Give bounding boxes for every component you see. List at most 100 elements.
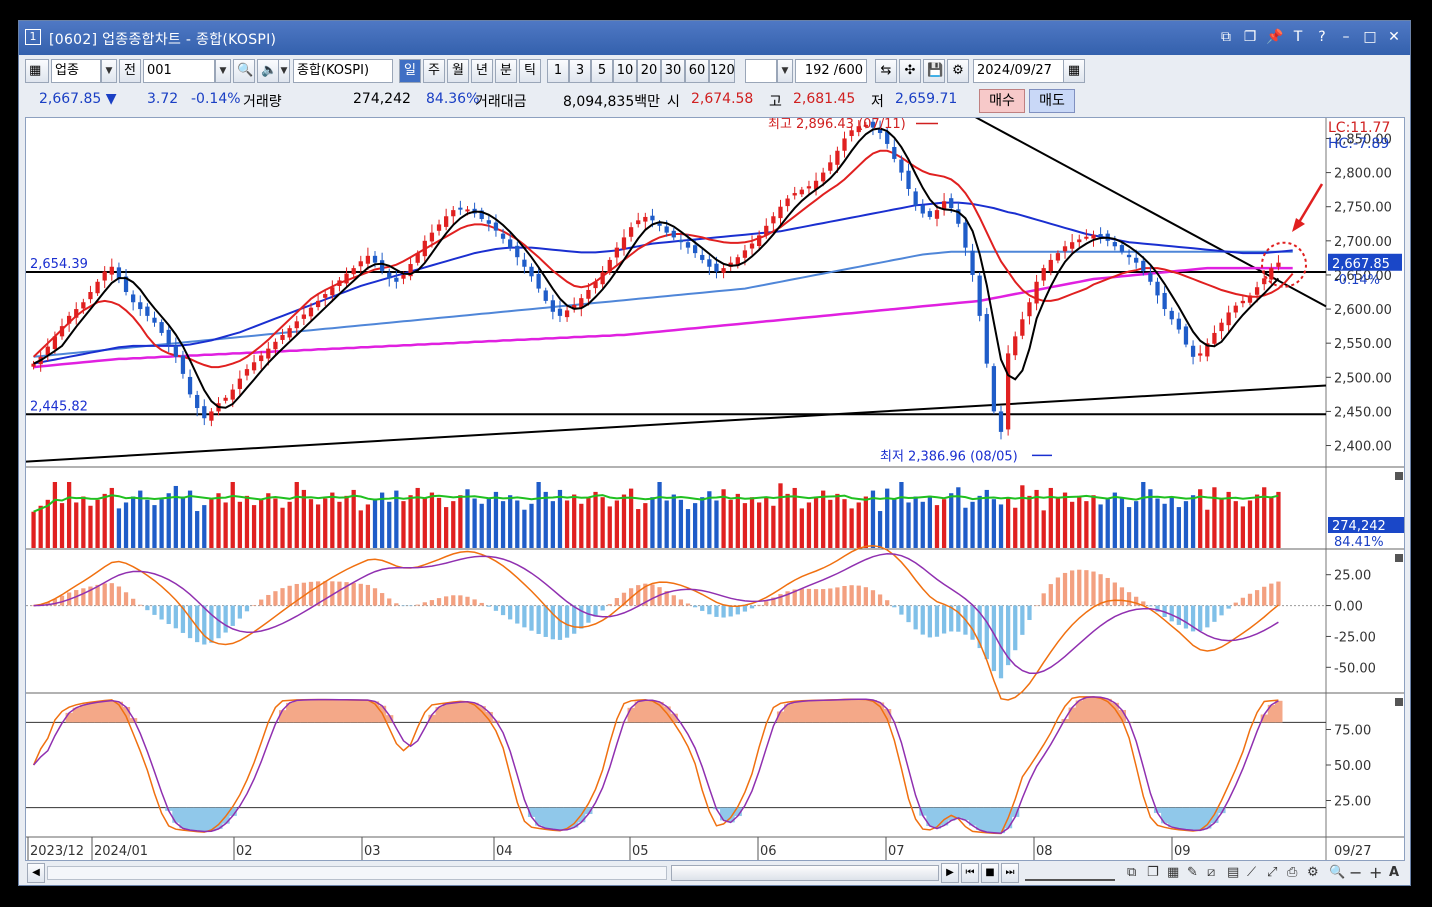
period-2-button[interactable]: 월 [447,59,469,83]
zoom-out-icon[interactable]: − [1349,863,1363,882]
font-icon[interactable]: T [1293,29,1303,45]
grid-icon[interactable]: ▦ [1167,865,1180,880]
fullscreen-icon[interactable]: ⤢ [1267,865,1278,880]
interval-5-button[interactable]: 5 [591,59,613,83]
volume-bar [1148,489,1153,548]
candle-body [1247,295,1253,303]
interval-20-button[interactable]: 20 [637,59,661,83]
stoch-overbought-fill [371,701,380,723]
candle-body [1190,345,1196,357]
copy-icon[interactable]: ⧉ [1127,865,1137,880]
period-1-button[interactable]: 주 [423,59,445,83]
scroll-right-icon[interactable]: ▶ [941,863,959,883]
candle-body [116,267,122,279]
prev-button[interactable]: 전 [119,59,141,83]
market-select[interactable]: 업종 [51,59,101,83]
table-icon[interactable]: ▤ [1227,865,1240,880]
split-icon[interactable]: ⧄ [1207,865,1216,880]
period-5-button[interactable]: 틱 [519,59,541,83]
macd-hist-bar [1027,605,1032,620]
volume-bar [579,503,584,548]
duplicate-icon[interactable]: ❐ [1147,865,1159,880]
period-0-button[interactable]: 일 [399,59,421,83]
print-icon[interactable]: ⎙ [1287,865,1298,880]
pin-icon[interactable]: 📌 [1266,29,1284,45]
volume-bar [202,505,207,548]
config-icon[interactable]: ⚙ [1307,865,1319,880]
fast-forward-icon[interactable]: ⏭ [1001,863,1019,883]
macd-hist-bar [749,605,755,609]
stoch-fills [65,696,1283,834]
minimize-icon[interactable]: – [1342,29,1350,45]
ma20-line [32,149,1294,369]
font-size-icon[interactable]: A [1389,865,1400,880]
title-bar[interactable]: 1 [0602] 업종종합차트 - 종합(KOSPI) ⧉ ❐ 📌 T ? – … [19,21,1410,55]
price-tick-label: 2,500.00 [1334,371,1392,386]
copy-window-icon[interactable]: ❐ [1243,29,1257,45]
search-icon[interactable]: 🔍 [233,59,255,83]
speaker-dropdown-icon[interactable]: ▼ [278,59,290,83]
candle-body [422,240,427,257]
macd-hist-bar [956,605,961,632]
interval-3-button[interactable]: 3 [569,59,591,83]
interval-30-button[interactable]: 30 [661,59,685,83]
count-field[interactable]: 192 /600 [795,59,867,83]
line-tool-icon[interactable]: ⟋ [1247,865,1257,880]
scroll-thumb[interactable] [671,865,939,881]
zoom-slider[interactable] [1025,867,1115,881]
candle-body [66,315,72,324]
restore-tile-icon[interactable]: ⧉ [1221,29,1231,45]
help-icon[interactable]: ? [1318,29,1326,45]
candle-body [700,254,705,260]
stoch-oversold-fill [947,807,956,821]
zoom-in-icon[interactable]: + [1369,863,1383,882]
zoom-bars-icon[interactable]: ⇆ [875,59,897,83]
blank-interval-field[interactable] [745,59,777,83]
stoch-overbought-fill [300,699,308,723]
name-field[interactable]: 종합(KOSPI) [293,59,393,83]
candle-body [678,239,684,243]
zoom-icon[interactable]: 🔍 [1329,865,1346,880]
maximize-icon[interactable]: □ [1363,29,1377,45]
period-4-button[interactable]: 분 [495,59,517,83]
interval-1-button[interactable]: 1 [547,59,569,83]
close-icon[interactable]: ✕ [1388,29,1400,45]
interval-120-button[interactable]: 120 [709,59,735,83]
scroll-track[interactable] [47,866,667,880]
macd-hist-bar [244,605,250,612]
scroll-left-icon[interactable]: ◀ [27,863,45,883]
interval-dropdown-icon[interactable]: ▼ [777,59,793,83]
chart-area[interactable]: 2,850.00 2,800.00 2,750.00 2,700.00 2,650.00… [25,117,1405,861]
buy-button[interactable]: 매수 [979,89,1025,113]
crosshair-icon[interactable]: ✣ [899,59,921,83]
period-3-button[interactable]: 년 [471,59,493,83]
sell-button[interactable]: 매도 [1029,89,1075,113]
high-value: 2,681.45 [793,91,856,107]
volume-ma-line [33,494,1279,513]
date-field[interactable]: 2024/09/27 [973,59,1065,83]
volume-bar [365,504,371,548]
macd-hist-bar [1112,582,1117,606]
macd-hist-bar [1005,605,1011,666]
market-dropdown-icon[interactable]: ▼ [101,59,117,83]
volume-bar [664,500,669,548]
chart-type-icon[interactable]: ▦ [25,59,49,83]
code-dropdown-icon[interactable]: ▼ [215,59,231,83]
chart-canvas[interactable]: 2,850.00 2,800.00 2,750.00 2,700.00 2,650.00… [26,118,1404,860]
stoch-overbought-fill [848,699,856,723]
calendar-icon[interactable]: ▦ [1063,59,1085,83]
code-input[interactable]: 001 [143,59,215,83]
edit-icon[interactable]: ✎ [1187,865,1198,880]
stop-icon[interactable]: ■ [981,863,999,883]
volume-bar [821,490,826,548]
settings-icon[interactable]: ⚙ [947,59,969,83]
save-icon[interactable]: 💾 [923,59,945,83]
speaker-icon[interactable]: 🔈 [257,59,279,83]
interval-10-button[interactable]: 10 [613,59,637,83]
interval-60-button[interactable]: 60 [685,59,709,83]
rewind-icon[interactable]: ⏮ [961,863,979,883]
stoch-overbought-fill [833,699,842,723]
volume-bar [372,498,378,548]
volume-bar [700,497,705,548]
macd-hist-bar [1269,583,1274,606]
